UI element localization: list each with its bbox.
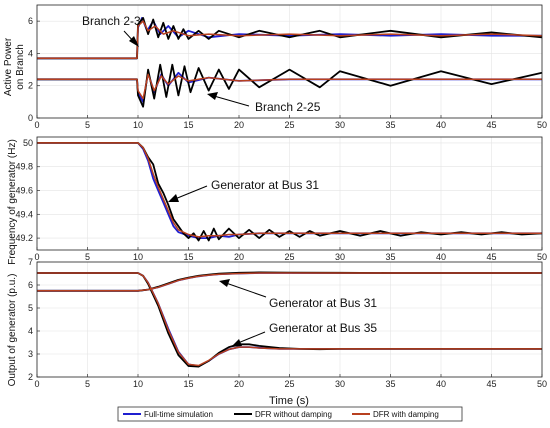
tick-label-y: 4 [28,48,33,58]
tick-label-x: 45 [486,379,496,389]
annotation-generator-bus-31-output-arrowhead [219,279,230,287]
tick-label-x: 10 [133,379,143,389]
annotation-branch-2-25: Branch 2-25 [207,92,321,114]
tick-label-x: 25 [284,252,294,262]
tick-label-y: 49.4 [15,209,33,219]
tick-label-y: 4 [28,326,33,336]
tick-label-y: 6 [28,280,33,290]
ylabel-active-power-line2: on Branch [15,44,26,90]
tick-label-x: 50 [537,252,547,262]
panel-frequency: 0 5 10 15 20 25 30 35 40 45 50 49.2 49.4 49.6 49.8 50 [15,136,547,262]
tick-label-y: 2 [28,81,33,91]
tick-label-x: 10 [133,120,143,130]
tick-label-y: 49.6 [15,186,33,196]
tick-label-x: 25 [284,379,294,389]
series-line-dfr-without-damping [37,63,543,108]
tick-label-x: 15 [183,120,193,130]
tick-label-x: 0 [34,120,39,130]
annotation-generator-bus-31-output: Generator at Bus 31 [219,279,377,310]
tick-label-x: 5 [85,120,90,130]
tick-label-x: 40 [436,379,446,389]
series-line-dfr-with-damping [37,272,542,367]
tick-label-x: 5 [85,379,90,389]
ylabel-active-power-line1: Active Power [3,37,14,96]
tick-label-x: 25 [284,120,294,130]
annotation-generator-bus-31-frequency-arrowhead [168,194,179,202]
annotation-branch-2-3-text: Branch 2-3 [82,14,141,28]
annotation-branch-2-25-arrow [213,95,250,107]
annotation-generator-bus-31-output-text: Generator at Bus 31 [269,296,377,310]
tick-label-x: 15 [183,252,193,262]
tick-label-x: 35 [385,120,395,130]
annotation-generator-bus-35-arrow [237,331,266,344]
annotation-branch-2-3: Branch 2-3 [82,14,141,47]
tick-label-x: 5 [85,252,90,262]
tick-label-x: 35 [385,379,395,389]
axes-frame-frequency [36,136,543,251]
series-line-dfr-with-damping [37,142,542,238]
annotation-generator-bus-31-frequency-text: Generator at Bus 31 [211,178,319,192]
tick-label-y: 3 [28,349,33,359]
tick-label-x: 45 [486,252,496,262]
legend-box [117,406,463,422]
tick-label-y: 50 [23,138,33,148]
ylabel-frequency: Frequency of generator (Hz) [7,139,18,265]
annotation-generator-bus-35-arrowhead [231,339,242,347]
axes-frame-active-power [36,4,543,119]
legend-label-full-time: Full-time simulation [144,410,213,419]
tick-label-x: 0 [34,379,39,389]
series-line-dfr-with-damping [37,73,542,100]
tick-label-x: 45 [486,120,496,130]
series-line-dfr-with-damping [37,272,542,292]
tick-label-y: 5 [28,303,33,313]
panel-active-power: 0 5 10 15 20 25 30 35 40 45 50 0 2 4 6 [28,4,547,130]
tick-label-y: 2 [28,372,33,382]
tick-label-y: 49.2 [15,233,33,243]
tick-label-x: 20 [234,379,244,389]
annotation-generator-bus-35: Generator at Bus 35 [231,321,377,347]
axes-frame-generator-output [36,261,543,378]
tick-label-x: 30 [335,379,345,389]
tick-label-y: 49.8 [15,162,33,172]
tick-label-x: 40 [436,120,446,130]
xlabel-time: Time (s) [269,395,309,407]
series-line-dfr-without-damping [37,16,543,60]
annotation-generator-bus-31-output-arrow [225,282,267,298]
tick-label-x: 30 [335,252,345,262]
tick-label-y: 7 [28,257,33,267]
annotation-generator-bus-31-frequency-arrow [174,185,208,200]
ylabel-generator-output: Output of generator (p.u.) [7,274,18,387]
tick-label-x: 30 [335,120,345,130]
legend: Full-time simulation DFR without damping… [117,406,463,422]
tick-label-x: 35 [385,252,395,262]
annotation-generator-bus-35-text: Generator at Bus 35 [269,321,377,335]
tick-label-x: 20 [234,252,244,262]
tick-label-x: 0 [34,252,39,262]
tick-label-y: 0 [28,113,33,123]
legend-label-dfr-without-damping: DFR without damping [255,410,332,419]
tick-label-x: 40 [436,252,446,262]
tick-label-x: 15 [183,379,193,389]
tick-label-x: 50 [537,379,547,389]
tick-label-y: 6 [28,16,33,26]
tick-label-x: 20 [234,120,244,130]
tick-label-x: 50 [537,120,547,130]
annotation-branch-2-25-text: Branch 2-25 [255,100,321,114]
series-line-dfr-with-damping [37,20,543,60]
legend-label-dfr-with-damping: DFR with damping [373,410,439,419]
annotation-generator-bus-31-frequency: Generator at Bus 31 [168,178,319,202]
tick-label-x: 10 [133,252,143,262]
annotation-branch-2-25-arrowhead [207,92,218,100]
annotation-branch-2-3-arrowhead [129,36,139,47]
